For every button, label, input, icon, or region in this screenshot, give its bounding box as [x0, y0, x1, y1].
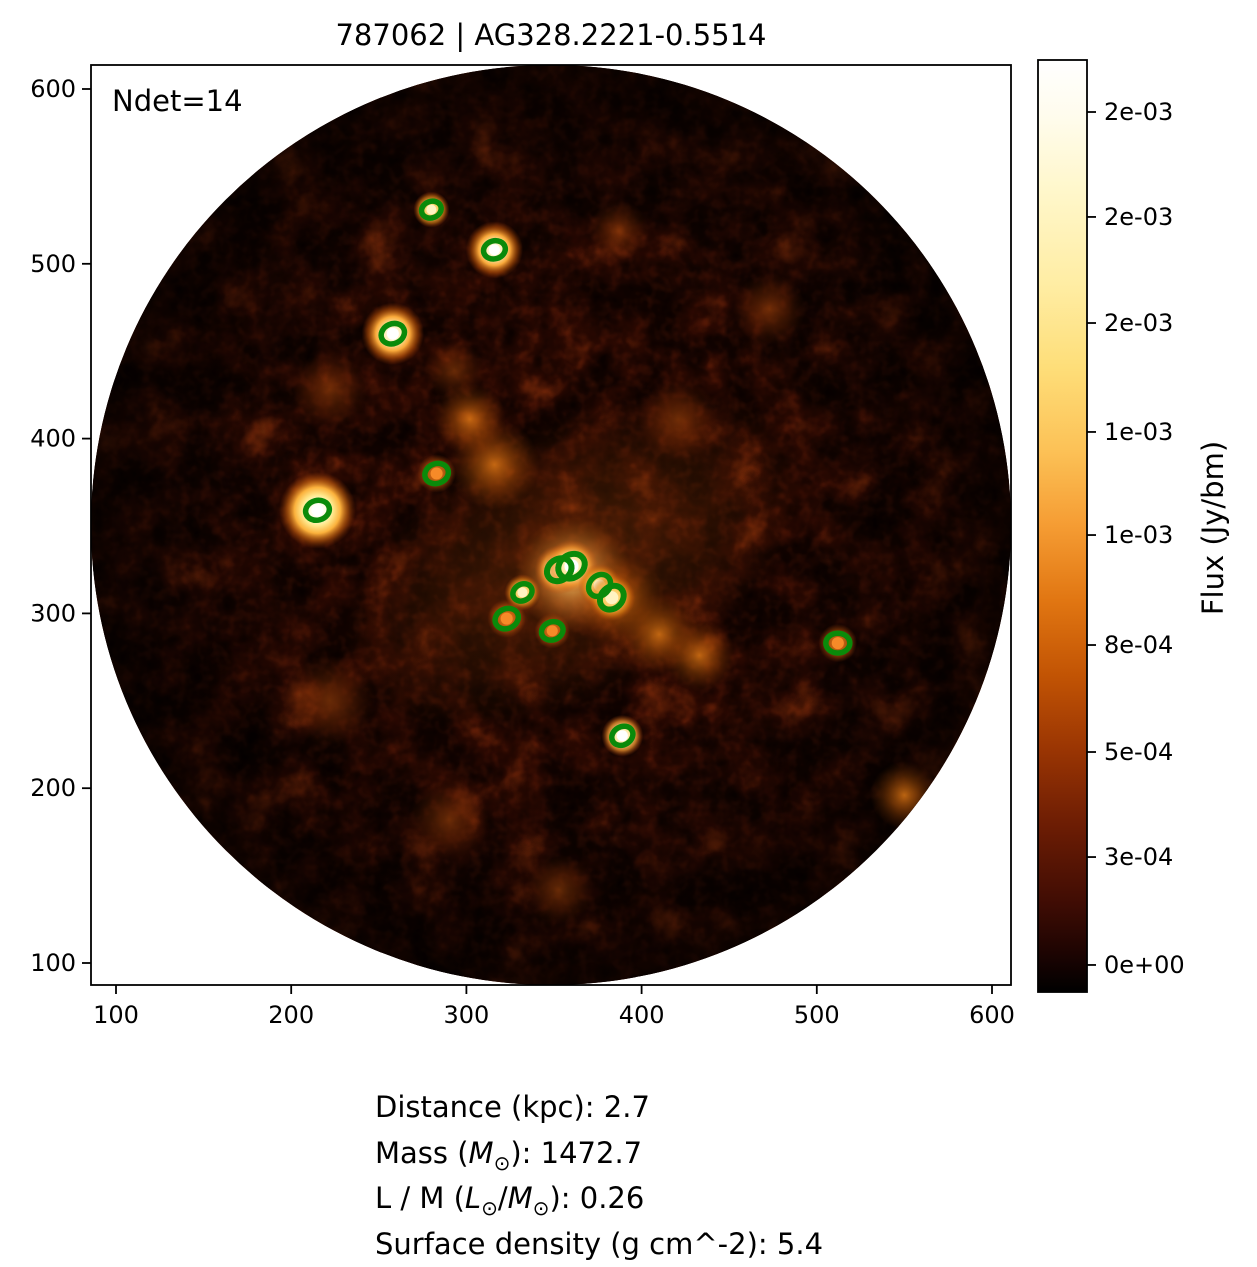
source-marker: [418, 198, 444, 221]
source-core: [500, 612, 513, 625]
colorbar-ticks: 2e-03 2e-03 2e-03 1e-03 1e-03 8e-04 5e-04 3e-04…: [1087, 98, 1185, 979]
colorbar-tick-label: 5e-04: [1104, 738, 1173, 766]
bright-region: [663, 619, 736, 692]
source-marker: [302, 497, 333, 524]
source-core: [605, 591, 619, 605]
bright-region: [291, 351, 368, 428]
colorbar-tick-label: 1e-03: [1104, 418, 1173, 446]
colorbar-axis-label: Flux (Jy/bm): [1196, 440, 1230, 616]
colorbar: [1037, 59, 1088, 993]
ndet-annotation: Ndet=14: [112, 84, 243, 118]
source-marker: [585, 571, 614, 600]
x-axis-ticks: 100 200 300 400 500 600: [93, 985, 1015, 1029]
source-core: [616, 730, 628, 742]
colorbar-tick-label: 2e-03: [1104, 203, 1173, 231]
colorbar-tick-label: 1e-03: [1104, 521, 1173, 549]
source-core: [488, 244, 500, 256]
source-marker: [510, 580, 535, 604]
info-line: Mass (M⊙): 1472.7: [375, 1135, 643, 1175]
source-markers: [302, 198, 853, 749]
source-core: [426, 204, 437, 215]
source-marker: [609, 723, 636, 749]
y-tick-label: 200: [30, 774, 76, 802]
source-core: [831, 637, 844, 650]
source-marker: [823, 630, 853, 656]
axes-box: [90, 64, 1012, 986]
x-tick-label: 200: [268, 1001, 314, 1029]
y-tick-label: 100: [30, 949, 76, 977]
colorbar-tick-label: 8e-04: [1104, 631, 1173, 659]
x-tick-label: 500: [794, 1001, 840, 1029]
bright-region: [284, 655, 375, 746]
info-line: L / M (L⊙/M⊙): 0.26: [375, 1181, 645, 1220]
source-core: [311, 504, 324, 517]
source-marker: [555, 550, 588, 582]
source-core: [517, 587, 528, 598]
x-tick-label: 600: [969, 1001, 1015, 1029]
bright-region: [408, 779, 489, 860]
bright-region: [524, 854, 595, 925]
x-tick-label: 100: [93, 1001, 139, 1029]
source-marker: [422, 460, 452, 487]
colorbar-tick-label: 0e+00: [1104, 951, 1185, 979]
source-marker: [378, 320, 408, 347]
info-line: Surface density (g cm^-2): 5.4: [375, 1226, 824, 1261]
source-marker: [480, 237, 509, 262]
y-tick-label: 400: [30, 425, 76, 453]
info-line: Distance (kpc): 2.7: [375, 1090, 650, 1124]
y-tick-label: 500: [30, 250, 76, 278]
bright-region: [733, 273, 806, 346]
y-tick-label: 300: [30, 599, 76, 627]
info-block: Distance (kpc): 2.7 Mass (M⊙): 1472.7 L / …: [375, 1085, 823, 1267]
source-marker: [492, 605, 522, 632]
colorbar-tick-label: 2e-03: [1104, 309, 1173, 337]
y-tick-label: 600: [30, 75, 76, 103]
bright-region: [588, 200, 649, 261]
bright-region: [433, 383, 506, 456]
plot-title: 787062 | AG328.2221-0.5514: [335, 18, 767, 52]
x-tick-label: 300: [443, 1001, 489, 1029]
y-axis-ticks: 100 200 300 400 500 600: [30, 75, 91, 977]
bright-region: [424, 340, 485, 401]
source-marker: [538, 618, 566, 643]
bright-region: [638, 379, 719, 460]
source-core: [546, 625, 558, 637]
source-marker: [596, 582, 627, 613]
heatmap-field: [91, 65, 1011, 985]
colorbar-tick-label: 3e-04: [1104, 843, 1173, 871]
x-tick-label: 400: [619, 1001, 665, 1029]
colorbar-tick-label: 2e-03: [1104, 98, 1173, 126]
source-core: [386, 327, 399, 340]
source-core: [430, 467, 443, 480]
